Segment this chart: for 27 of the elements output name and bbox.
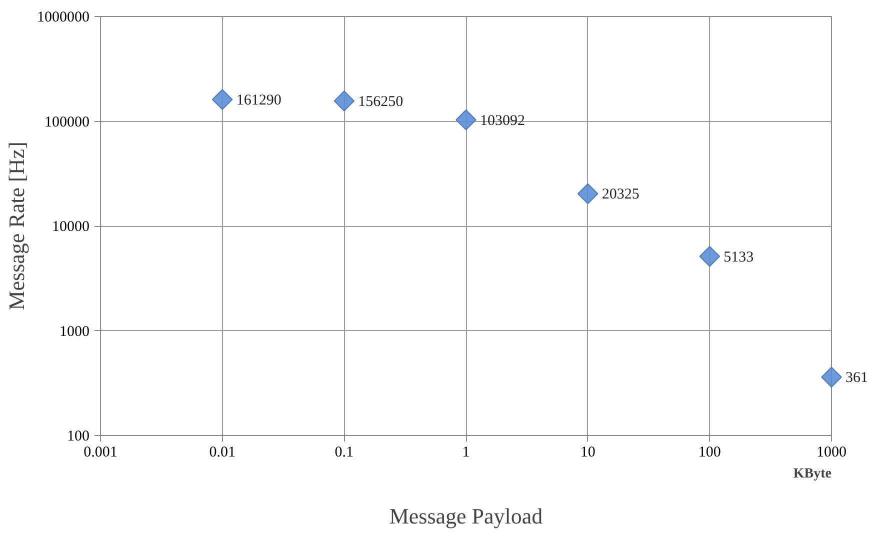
x-tick-label: 0.001 bbox=[84, 444, 118, 460]
x-tick-label: 1 bbox=[462, 444, 470, 460]
data-label: 361 bbox=[846, 370, 868, 386]
x-axis-title: Message Payload bbox=[389, 504, 543, 528]
point bbox=[456, 109, 476, 130]
y-tick-label: 1000 bbox=[60, 324, 90, 340]
point bbox=[699, 246, 720, 267]
x-tick-label: 10 bbox=[580, 444, 596, 460]
text: KByte bbox=[793, 466, 832, 482]
y-tick-label: 1000000 bbox=[37, 10, 90, 26]
y-tick-label: 10000 bbox=[52, 219, 90, 235]
x-tick-label: 1000 bbox=[816, 444, 846, 460]
data-label: 5133 bbox=[724, 249, 754, 266]
point bbox=[334, 90, 355, 112]
x-tick-label: 100 bbox=[698, 444, 721, 460]
data-label: 103092 bbox=[480, 112, 525, 129]
point bbox=[212, 89, 233, 110]
point bbox=[577, 183, 598, 204]
data-label: 20325 bbox=[602, 186, 640, 203]
data-label: 156250 bbox=[358, 94, 404, 110]
y-tick-label: 100000 bbox=[44, 114, 90, 130]
x-tick-label: 0.1 bbox=[334, 444, 354, 460]
y-axis-title: Message Rate [Hz] bbox=[4, 142, 29, 310]
y-tick-label: 100 bbox=[67, 428, 90, 444]
data-label: 161290 bbox=[236, 92, 282, 109]
point bbox=[821, 366, 842, 388]
x-tick-label: 0.01 bbox=[209, 444, 236, 460]
